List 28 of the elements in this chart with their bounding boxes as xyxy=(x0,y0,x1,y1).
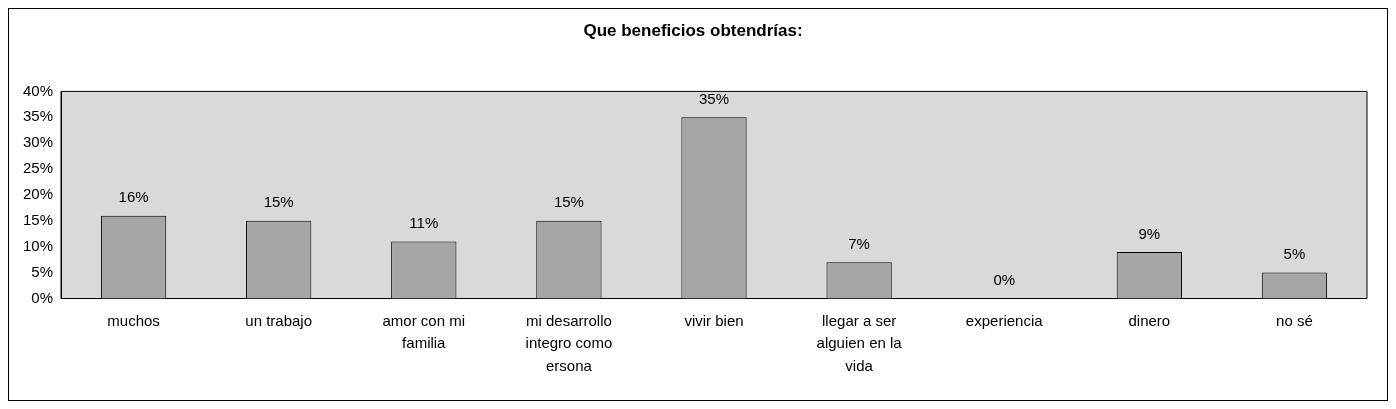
x-tick-label: dinero xyxy=(1128,311,1171,329)
data-label: 11% xyxy=(409,214,439,232)
x-tick-label: un trabajo xyxy=(245,311,313,329)
data-label: 7% xyxy=(848,234,870,252)
y-tick-label: 25% xyxy=(22,159,54,177)
y-tick-label: 0% xyxy=(31,288,54,306)
x-tick-label: vivir bien xyxy=(684,311,744,329)
x-tick-label: no sé xyxy=(1276,311,1313,329)
x-tick-label: muchos xyxy=(107,311,160,329)
data-label: 35% xyxy=(699,89,730,107)
x-tick-label: amor con mi familia xyxy=(382,311,466,352)
y-tick-label: 35% xyxy=(22,107,54,125)
x-tick-label: experiencia xyxy=(965,311,1044,329)
data-label: 15% xyxy=(263,193,294,211)
data-label: 9% xyxy=(1138,224,1161,242)
y-tick-label: 30% xyxy=(22,133,54,151)
data-label: 0% xyxy=(993,271,1016,289)
data-label: 5% xyxy=(1283,245,1306,263)
y-tick-label: 15% xyxy=(22,210,54,228)
y-tick-label: 20% xyxy=(22,185,54,203)
y-tick-label: 40% xyxy=(22,81,54,99)
data-label: 15% xyxy=(553,193,584,211)
x-tick-label: mi desarrollo integro como ersona xyxy=(525,311,613,374)
x-tick-label: llegar a ser alguien en la vida xyxy=(816,311,903,374)
chart-title: Que beneficios obtendrías: xyxy=(583,20,803,40)
y-tick-label: 5% xyxy=(31,262,54,280)
y-tick-label: 10% xyxy=(22,236,54,254)
data-label: 16% xyxy=(118,188,149,206)
